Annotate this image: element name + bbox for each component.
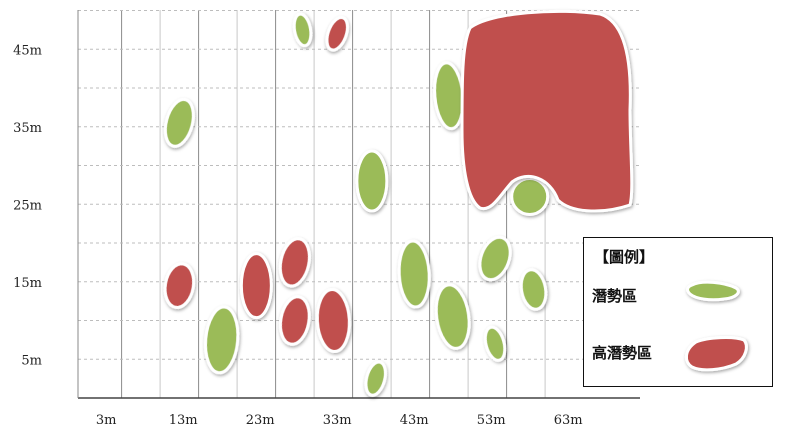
y-tick-label: 25m bbox=[13, 198, 42, 213]
potential-zone bbox=[364, 360, 387, 397]
potential-zone bbox=[510, 177, 550, 216]
y-tick-labels: 5m 15m 25m 35m 45m bbox=[13, 43, 42, 368]
potential-zone bbox=[519, 268, 548, 311]
zone-regions bbox=[163, 9, 634, 397]
legend: 【圖例】 潛勢區 高潛勢區 bbox=[583, 237, 773, 387]
y-tick-label: 35m bbox=[13, 121, 42, 136]
potential-zone bbox=[355, 149, 389, 213]
y-tick-label: 15m bbox=[13, 276, 42, 291]
legend-swatches bbox=[685, 280, 748, 372]
potential-zone bbox=[434, 283, 471, 350]
high-potential-zone bbox=[460, 9, 634, 213]
legend-title: 【圖例】 bbox=[594, 248, 655, 266]
x-tick-label: 13m bbox=[169, 413, 198, 428]
high-potential-zone bbox=[163, 262, 196, 309]
high-potential-zone bbox=[325, 15, 349, 52]
high-potential-zone bbox=[315, 288, 351, 353]
potential-zone bbox=[163, 97, 195, 148]
potential-zone bbox=[478, 235, 512, 282]
x-tick-label: 63m bbox=[554, 413, 583, 428]
potential-zone bbox=[204, 305, 240, 375]
x-tick-label: 23m bbox=[246, 413, 275, 428]
x-tick-labels: 3m 13m 23m 33m 43m 53m 63m bbox=[96, 413, 583, 428]
potential-zone bbox=[397, 239, 431, 309]
legend-swatch-potential bbox=[686, 280, 740, 302]
potential-zone bbox=[292, 12, 313, 48]
legend-swatch-high-potential bbox=[685, 336, 748, 372]
legend-label-potential: 潛勢區 bbox=[592, 287, 638, 305]
y-tick-label: 45m bbox=[13, 43, 42, 58]
x-tick-label: 33m bbox=[323, 413, 352, 428]
x-tick-label: 43m bbox=[400, 413, 429, 428]
potential-zone bbox=[483, 325, 507, 362]
y-tick-label: 5m bbox=[21, 353, 42, 368]
high-potential-zone bbox=[278, 295, 311, 346]
x-tick-label: 3m bbox=[96, 413, 117, 428]
legend-label-high-potential: 高潛勢區 bbox=[592, 344, 653, 362]
x-tick-label: 53m bbox=[477, 413, 506, 428]
high-potential-zone bbox=[239, 252, 273, 320]
high-potential-zone bbox=[278, 237, 311, 288]
